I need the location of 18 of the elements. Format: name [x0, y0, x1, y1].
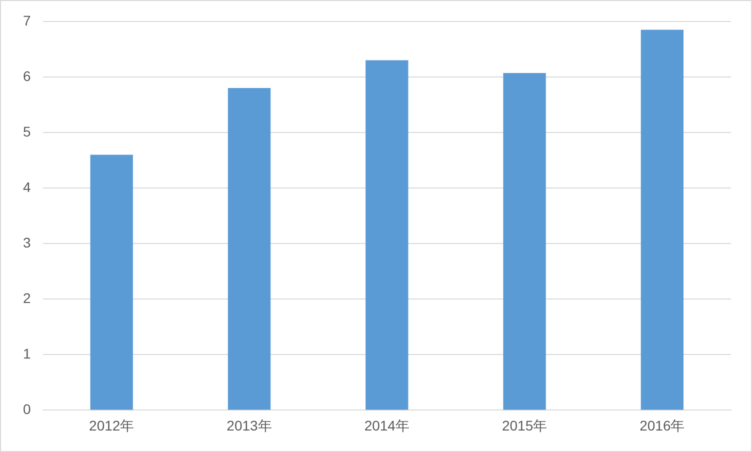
bar	[640, 30, 684, 410]
x-tick-label: 2016年	[640, 417, 685, 434]
bar	[90, 154, 133, 410]
bar	[366, 60, 408, 410]
bar	[503, 73, 546, 410]
y-tick-label: 2	[22, 290, 31, 306]
y-tick-label: 1	[22, 346, 31, 362]
bar	[228, 88, 271, 410]
x-tick-label: 2012年	[89, 417, 134, 434]
y-tick-label: 0	[22, 401, 31, 418]
y-tick-label: 7	[22, 12, 31, 28]
x-tick-label: 2014年	[364, 417, 410, 434]
x-tick-label: 2015年	[502, 417, 548, 434]
y-tick-label: 4	[22, 178, 31, 195]
y-tick-label: 5	[22, 123, 31, 140]
y-tick-label: 3	[22, 234, 31, 250]
y-tick-label: 6	[22, 68, 31, 84]
x-tick-label: 2013年	[226, 417, 272, 434]
